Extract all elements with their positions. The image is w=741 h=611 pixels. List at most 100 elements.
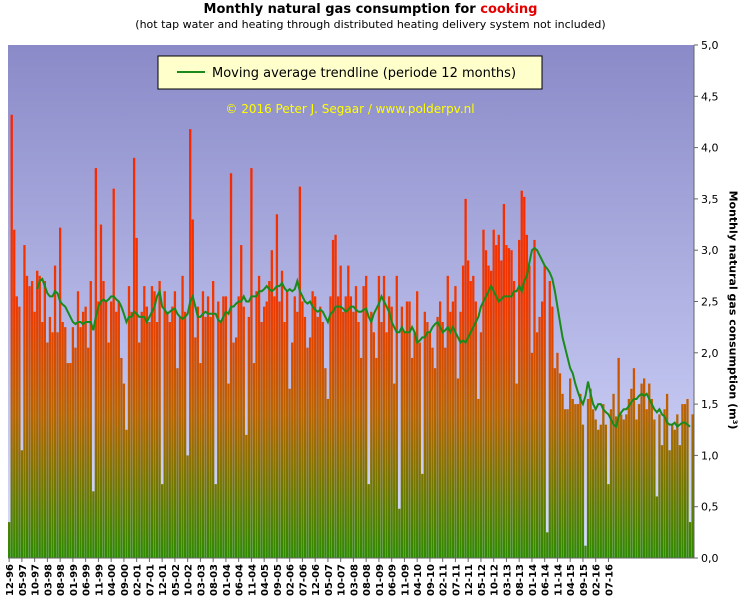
bar [691,414,694,558]
bar [533,239,536,558]
bar [653,419,656,558]
bar [288,388,291,558]
bar [398,508,401,558]
bar [403,332,406,558]
bar [163,291,166,558]
bar [104,301,108,558]
chart-title: Monthly natural gas consumption for cook… [203,2,538,17]
bar [561,393,564,558]
bar [143,286,146,558]
bar [413,332,416,558]
bar [574,404,577,558]
bar [367,484,370,558]
legend-label: Moving average trendline (periode 12 mon… [212,66,516,81]
chart-title-highlight: cooking [480,2,538,17]
bar [495,245,498,558]
bar [308,337,312,558]
bar [523,196,526,558]
bar [377,275,381,558]
bar [372,332,375,558]
bar [538,316,541,558]
legend: Moving average trendline (periode 12 mon… [157,55,543,90]
bar [339,265,342,558]
bar [171,306,174,558]
bar [183,311,187,558]
bar [612,393,615,558]
bar [347,265,350,558]
bar [658,414,661,558]
bar [291,342,294,558]
bar [510,250,513,558]
x-tick-label: 02-11 [439,564,450,596]
bar [643,378,646,558]
bar [112,188,115,558]
bar [558,373,562,558]
bar [597,429,600,558]
y-axis-label: Monthly natural gas consumption (m³) [726,190,740,430]
bar [520,190,523,558]
bar [87,347,90,558]
bar [334,234,337,558]
bar [201,291,205,558]
bar [586,398,590,558]
y-tick-label: 3,0 [701,244,719,257]
bar [33,311,36,558]
bar [148,322,151,558]
bar [540,301,544,558]
bar [43,280,46,558]
bar [589,388,592,558]
bar [576,404,579,558]
bar [423,311,426,558]
bar [110,301,113,558]
y-tick-label: 1,0 [701,449,719,462]
bar [199,363,202,558]
x-tick-label: 08-98 [56,564,67,596]
x-tick-label: 06-04 [235,564,246,596]
trendline [36,246,691,429]
bar [492,229,495,558]
x-tick-label: 03-98 [43,564,54,596]
bar [668,450,671,558]
x-tick-label: 07-06 [298,564,309,596]
x-tick-label: 07-11 [451,564,462,596]
bar [484,250,488,558]
bar [474,301,477,558]
bar [632,368,636,558]
bar [268,280,271,558]
bar [673,429,676,558]
bar [551,306,554,558]
bar [456,378,460,558]
bar [454,286,457,558]
y-tick-label: 5,0 [701,39,719,52]
bar [64,327,67,558]
bar [153,291,156,558]
bar [15,296,18,558]
bar [56,332,59,558]
bar [117,301,120,558]
bar [637,404,641,558]
x-tick-label: 02-16 [592,564,603,596]
bar [61,322,64,558]
bar [507,248,511,558]
bar [102,280,105,558]
bar [74,347,77,558]
bar [173,291,177,558]
bar [489,270,493,558]
bar [428,332,432,558]
bar [166,311,169,558]
bar [502,204,506,558]
bar [158,280,161,558]
bar [477,398,480,558]
bar [275,214,279,559]
bar [663,409,666,558]
chart-header: Monthly natural gas consumption for cook… [0,2,741,31]
bar [548,280,551,558]
x-tick-label: 10-02 [184,564,195,596]
y-tick-label: 2,0 [701,347,719,360]
y-tick-label: 1,5 [701,398,719,411]
x-tick-label: 12-06 [311,564,322,596]
bar [97,301,100,558]
bar [678,445,681,558]
bar [380,322,383,558]
